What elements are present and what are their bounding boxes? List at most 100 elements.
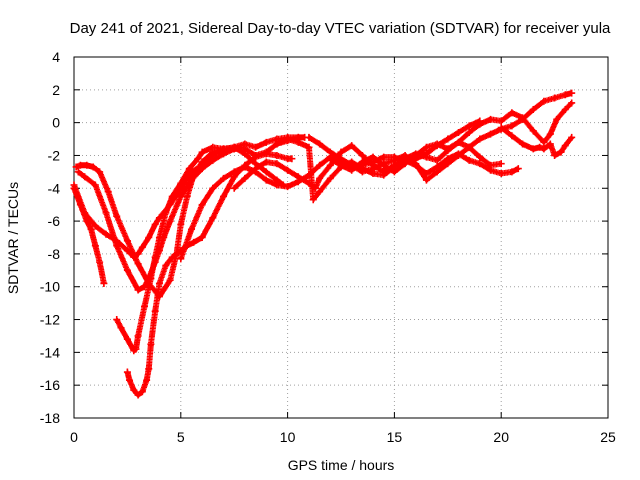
data-point (262, 138, 270, 146)
data-point (91, 242, 99, 250)
plot-frame (73, 56, 609, 419)
data-point (380, 171, 388, 179)
data-point (209, 156, 217, 164)
data-point (390, 168, 398, 176)
data-point (241, 140, 249, 148)
data-point (185, 165, 193, 173)
data-point (87, 225, 95, 233)
data-point (557, 148, 565, 156)
data-point (190, 171, 198, 179)
data-point (262, 150, 270, 158)
data-point (72, 163, 80, 171)
data-point (145, 234, 153, 241)
data-point (337, 148, 345, 156)
data-point (444, 135, 452, 143)
data-point (230, 145, 238, 153)
series-track-11 (326, 99, 576, 176)
data-point (166, 276, 174, 284)
series-track-7 (177, 117, 484, 263)
data-point (177, 192, 185, 200)
data-point (568, 99, 576, 107)
data-point (151, 307, 159, 315)
data-point (177, 179, 185, 187)
y-tick-label: 2 (52, 82, 60, 98)
data-point (237, 143, 245, 151)
data-point (444, 160, 452, 168)
data-point (138, 243, 146, 251)
data-point (561, 106, 569, 114)
data-point (145, 365, 153, 373)
data-point (546, 130, 554, 138)
data-point (194, 155, 202, 163)
data-point (220, 174, 228, 182)
data-point (123, 335, 131, 343)
data-point (252, 143, 260, 151)
data-point (294, 138, 302, 146)
data-point (551, 94, 559, 102)
data-point (476, 120, 484, 128)
data-point (305, 133, 313, 141)
data-point (151, 253, 159, 261)
data-point (390, 156, 398, 164)
data-point (561, 91, 569, 99)
data-point (316, 174, 324, 182)
x-tick-label: 10 (280, 429, 296, 445)
data-point (273, 160, 281, 168)
data-point (130, 386, 138, 394)
data-point (198, 148, 206, 156)
y-axis-label: SDTVAR / TECUs (5, 182, 21, 294)
data-point (83, 161, 91, 169)
data-point (134, 391, 142, 399)
data-point (508, 168, 516, 176)
y-tick-label: 4 (52, 49, 60, 65)
data-point (401, 160, 409, 168)
data-point (497, 170, 505, 178)
data-point (187, 225, 195, 233)
data-point (132, 345, 140, 353)
x-tick-label: 20 (493, 429, 509, 445)
data-point (74, 168, 82, 176)
series-track-12 (497, 124, 576, 159)
data-point (465, 122, 473, 130)
data-point (177, 255, 185, 263)
data-point (433, 156, 441, 164)
data-point (138, 388, 146, 396)
data-point (230, 168, 238, 176)
data-point (284, 183, 292, 191)
data-point (337, 155, 345, 163)
y-tick-label: -4 (48, 180, 61, 196)
series-track-9 (273, 135, 522, 204)
data-point (369, 153, 377, 161)
data-point (147, 340, 155, 348)
data-point (102, 230, 110, 238)
data-point (117, 324, 125, 332)
series-track-10 (305, 89, 576, 184)
data-point (519, 114, 527, 122)
data-point (454, 128, 462, 136)
data-point (380, 153, 388, 161)
data-point (284, 166, 292, 174)
data-point (433, 140, 441, 148)
series-track-6 (123, 150, 296, 399)
data-point (508, 109, 516, 117)
data-point (155, 279, 163, 287)
data-point (104, 188, 112, 196)
data-point (162, 209, 170, 217)
data-point (412, 160, 420, 168)
data-point (422, 153, 430, 161)
data-point (209, 143, 217, 151)
data-point (140, 302, 148, 310)
data-point (262, 168, 270, 176)
data-point (284, 135, 292, 143)
data-point (316, 161, 324, 169)
data-point (166, 217, 174, 225)
data-point (294, 173, 302, 181)
data-point (168, 192, 176, 200)
chart-title: Day 241 of 2021, Sidereal Day-to-day VTE… (70, 20, 611, 37)
data-point (497, 124, 505, 132)
data-point (220, 192, 228, 200)
data-point (126, 376, 134, 384)
data-point (288, 155, 296, 163)
data-point (91, 181, 99, 189)
data-point (102, 209, 110, 217)
